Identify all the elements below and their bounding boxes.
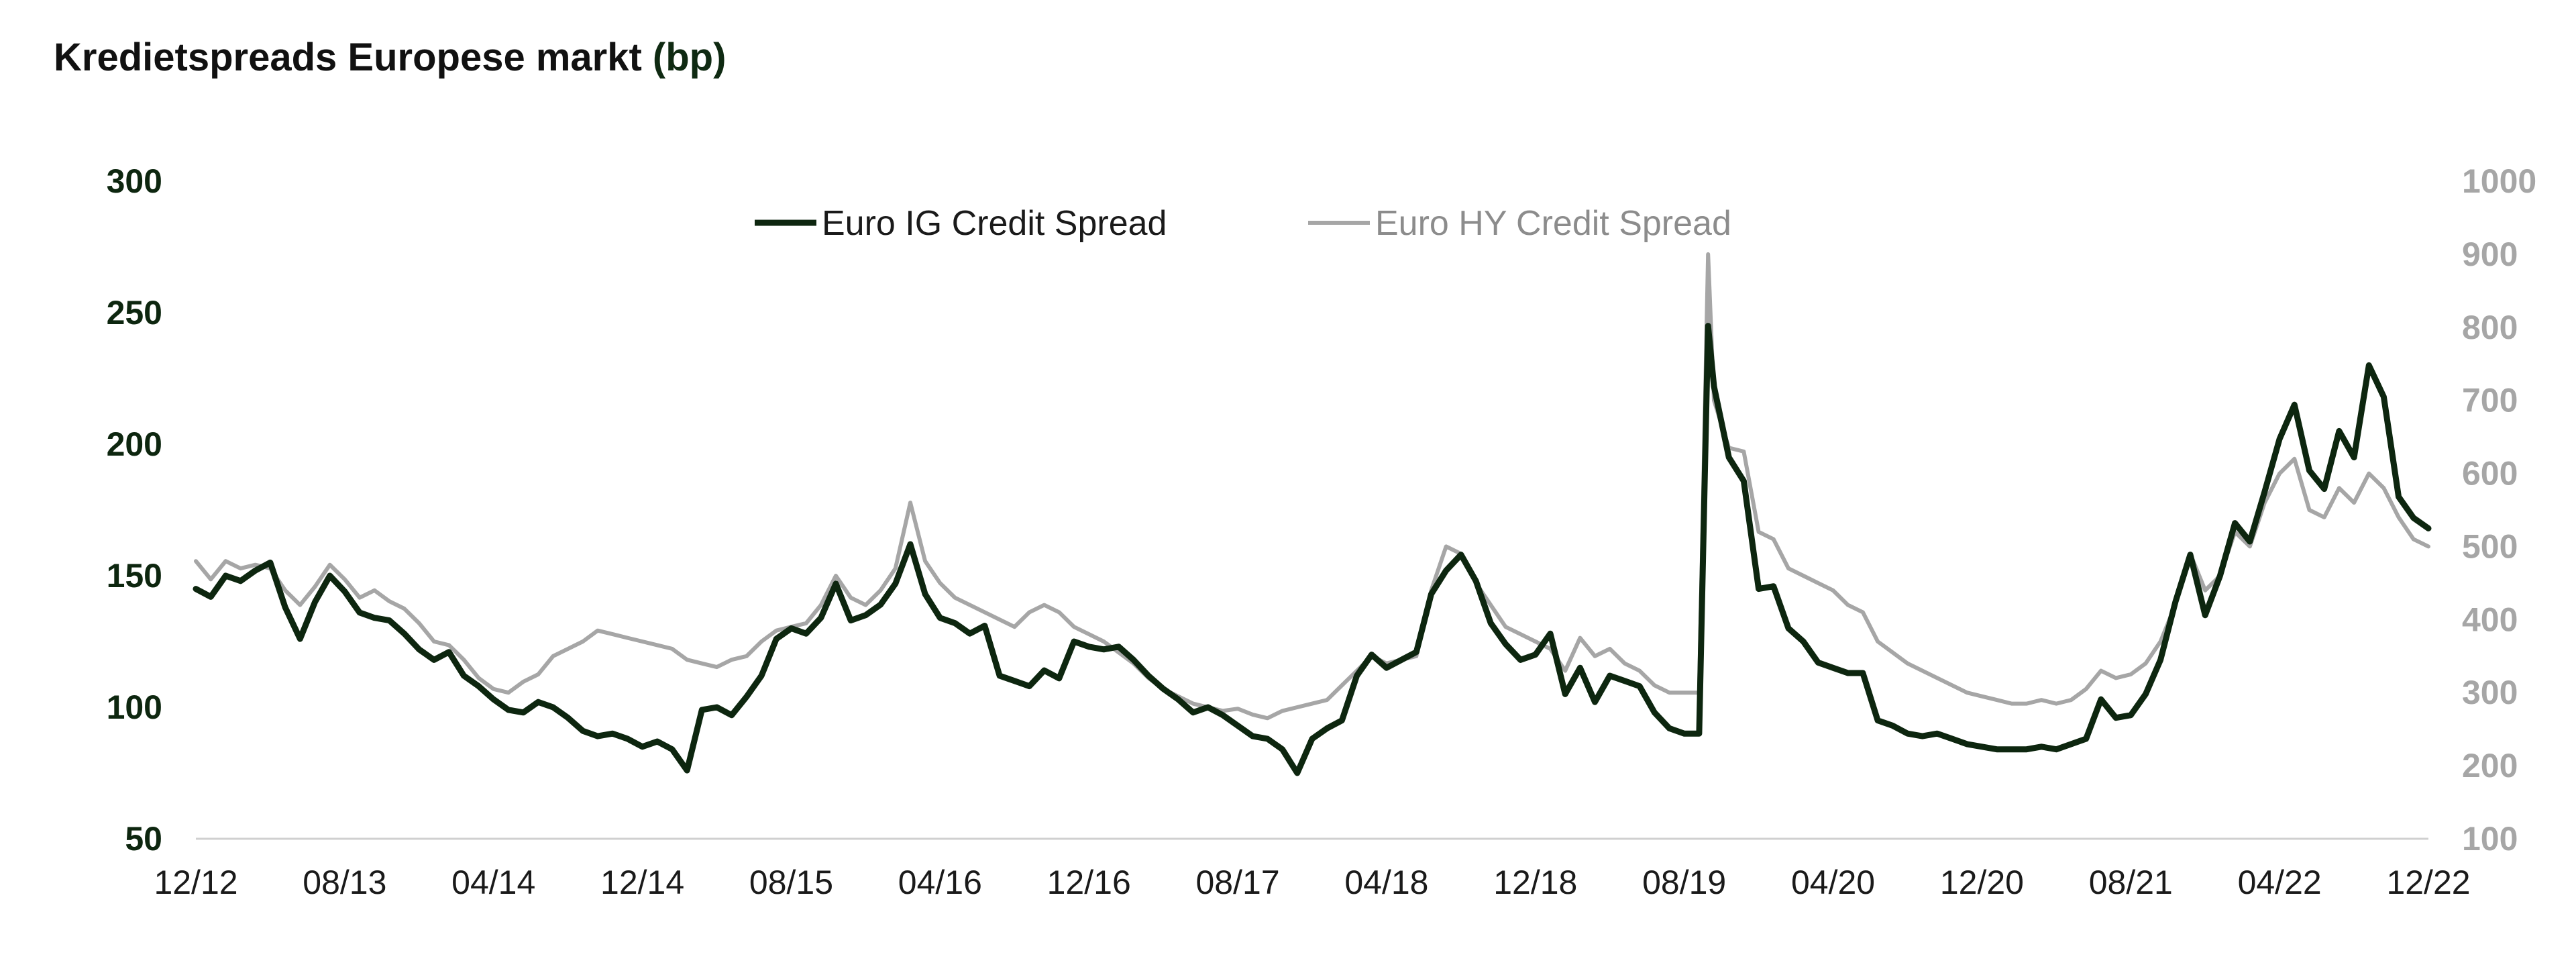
y-left-tick-label: 50 [125, 820, 162, 858]
x-tick-label: 12/22 [2386, 864, 2470, 901]
y-right-tick-label: 700 [2462, 382, 2518, 419]
legend-item-euro-hy-label: Euro HY Credit Spread [1375, 204, 1731, 243]
y-right-tick-label: 100 [2462, 820, 2518, 858]
legend: Euro IG Credit Spread Euro HY Credit Spre… [755, 204, 1731, 243]
y-left-tick-label: 200 [107, 425, 162, 463]
x-tick-label: 04/22 [2238, 864, 2322, 901]
x-tick-label: 08/19 [1642, 864, 1726, 901]
y-left-tick-label: 100 [107, 688, 162, 726]
chart-title-unit: (bp) [652, 36, 727, 79]
legend-item-euro-ig-label: Euro IG Credit Spread [822, 204, 1167, 243]
y-right-tick-label: 600 [2462, 455, 2518, 493]
series-group [193, 252, 2432, 776]
chart-title-text: Kredietspreads Europese markt [54, 36, 642, 79]
chart-title: Kredietspreads Europese markt (bp) [54, 35, 726, 80]
x-tick-label: 12/18 [1493, 864, 1577, 901]
x-tick-label: 12/14 [600, 864, 684, 901]
y-right-tick-label: 900 [2462, 236, 2518, 273]
y-left-tick-label: 250 [107, 294, 162, 331]
series-line-euro-ig [193, 323, 2432, 776]
x-tick-label: 12/16 [1047, 864, 1131, 901]
series-line-euro-hy [194, 252, 2430, 721]
y-right-tick-label: 400 [2462, 601, 2518, 638]
x-tick-label: 08/13 [303, 864, 386, 901]
x-tick-label: 04/14 [451, 864, 535, 901]
y-right-tick-label: 800 [2462, 309, 2518, 346]
y-left-tick-label: 150 [107, 557, 162, 595]
axes-group: 300 250 200 150 100 50 1000 900 800 700 600 500 400 3… [107, 162, 2537, 901]
x-tick-label: 12/12 [154, 864, 237, 901]
y-right-tick-label: 500 [2462, 527, 2518, 565]
x-tick-label: 08/17 [1196, 864, 1280, 901]
x-tick-label: 04/18 [1344, 864, 1428, 901]
x-tick-label: 08/15 [749, 864, 833, 901]
x-tick-label: 04/20 [1791, 864, 1875, 901]
x-tick-label: 08/21 [2089, 864, 2173, 901]
x-tick-label: 12/20 [1940, 864, 2024, 901]
y-left-tick-label: 300 [107, 162, 162, 200]
y-right-tick-label: 200 [2462, 747, 2518, 784]
x-tick-label: 04/16 [898, 864, 982, 901]
y-right-tick-label: 300 [2462, 674, 2518, 711]
y-right-tick-label: 1000 [2462, 162, 2536, 200]
